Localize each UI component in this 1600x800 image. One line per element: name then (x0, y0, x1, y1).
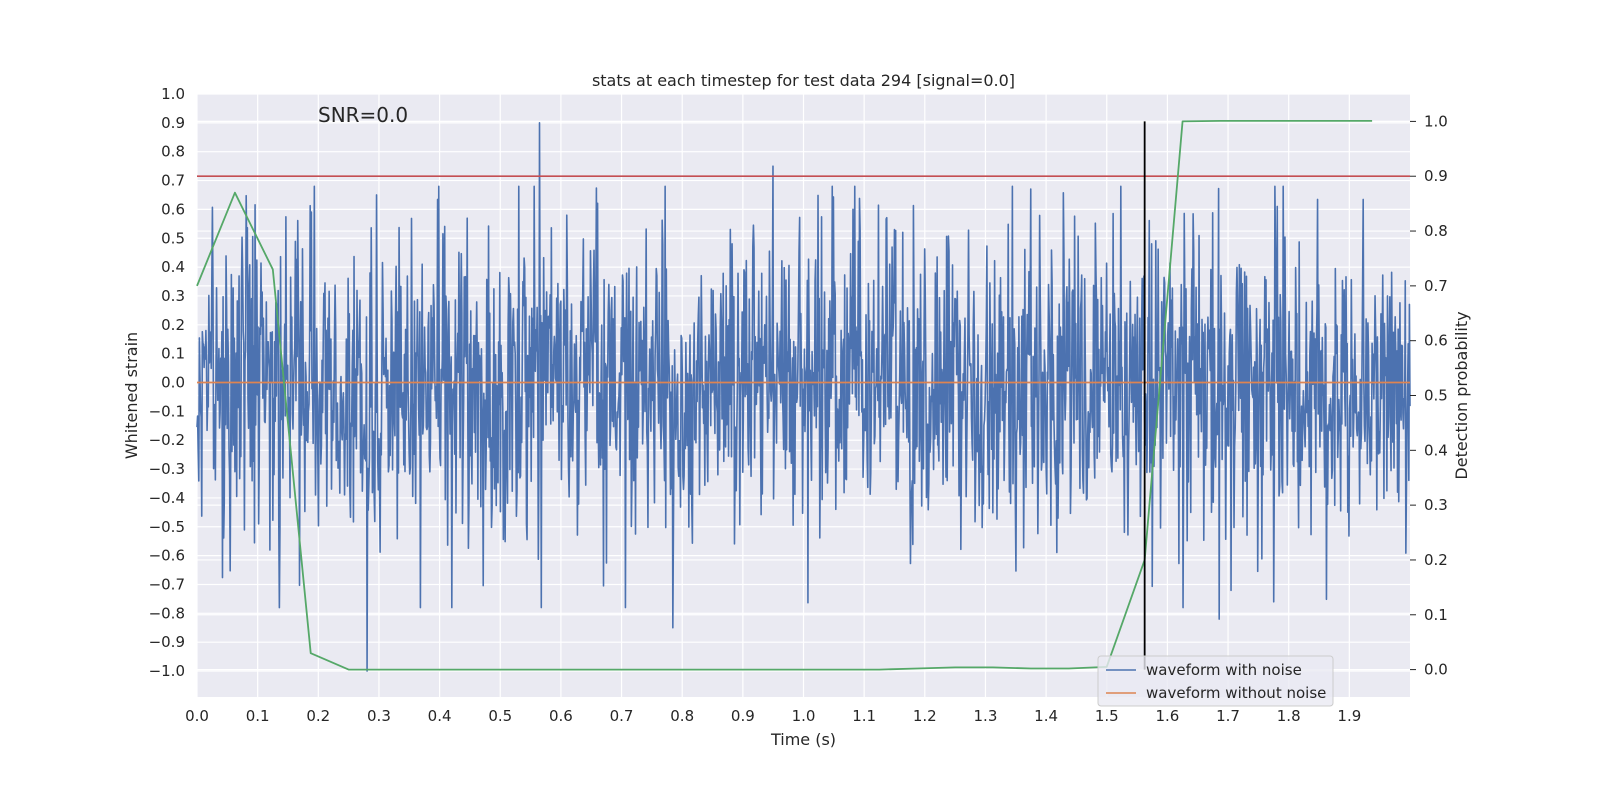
series-detection-probability (196, 119, 1373, 671)
x-axis-ticks: 0.0 0.1 0.2 0.3 0.4 0.5 0.6 0.7 0.8 0.9 1.0 1.1 1.2 1… (185, 707, 1361, 725)
y2-tick-label: 0.1 (1424, 606, 1448, 624)
y-tick-label: 0.5 (161, 229, 185, 247)
y-tick-label: −0.4 (149, 489, 185, 507)
y-tick-label: 0.1 (161, 345, 185, 363)
y2-tick-label: 0.5 (1424, 387, 1448, 405)
snr-annotation: SNR=0.0 (318, 103, 408, 127)
y-tick-label: −0.6 (149, 547, 185, 565)
legend-box (1097, 655, 1334, 707)
y2-axis-label: Detection probability (1452, 311, 1471, 479)
y-tick-label: −0.7 (149, 575, 185, 593)
y-tick-label: 0.4 (161, 258, 185, 276)
x-tick-label: 0.7 (610, 707, 634, 725)
legend: waveform with noise waveform without noi… (1097, 655, 1334, 707)
series-layer (196, 119, 1411, 672)
x-tick-label: 1.0 (792, 707, 816, 725)
x-tick-label: 0.8 (670, 707, 694, 725)
x-tick-label: 0.9 (731, 707, 755, 725)
x-tick-label: 0.2 (306, 707, 330, 725)
legend-entry-waveform-with-noise: waveform with noise (1146, 661, 1302, 679)
x-tick-label: 0.4 (428, 707, 452, 725)
x-tick-label: 1.5 (1095, 707, 1119, 725)
y2-tick-label: 0.3 (1424, 496, 1448, 514)
y2-tick-label: 0.8 (1424, 222, 1448, 240)
chart-title: stats at each timestep for test data 294… (592, 71, 1015, 90)
series-waveform-with-noise (196, 122, 1411, 672)
y-tick-label: 0.0 (161, 374, 185, 392)
y-tick-label: 0.7 (161, 172, 185, 190)
x-tick-label: 1.1 (852, 707, 876, 725)
y-axis-label: Whitened strain (122, 332, 141, 459)
y-tick-label: 0.6 (161, 200, 185, 218)
y-tick-label: 0.2 (161, 316, 185, 334)
y2-tick-label: 0.4 (1424, 441, 1448, 459)
y-tick-label: −0.1 (149, 402, 185, 420)
x-axis-label: Time (s) (770, 730, 836, 749)
y-tick-label: 0.8 (161, 143, 185, 161)
y2-tick-label: 0.9 (1424, 167, 1448, 185)
y2-tick-label: 0.0 (1424, 661, 1448, 679)
y-tick-label: −0.8 (149, 604, 185, 622)
x-tick-label: 1.7 (1216, 707, 1240, 725)
y2-axis-ticks: 1.0 0.9 0.8 0.7 0.6 0.5 0.4 0.3 0.2 0.1 0.0 (1410, 112, 1448, 679)
y-tick-label: 1.0 (161, 85, 185, 103)
y-tick-label: −0.2 (149, 431, 185, 449)
x-tick-label: 1.6 (1155, 707, 1179, 725)
y-tick-label: 0.3 (161, 287, 185, 305)
y-tick-label: −1.0 (149, 662, 185, 680)
y-axis-ticks: 1.0 0.9 0.8 0.7 0.6 0.5 0.4 0.3 0.2 0.1 0.0 −0.1 −0.… (149, 85, 185, 680)
y-tick-label: −0.9 (149, 633, 185, 651)
y-tick-label: 0.9 (161, 114, 185, 132)
x-tick-label: 0.1 (246, 707, 270, 725)
x-tick-label: 1.4 (1034, 707, 1058, 725)
y2-tick-label: 1.0 (1424, 112, 1448, 130)
x-tick-label: 0.0 (185, 707, 209, 725)
x-tick-label: 0.5 (488, 707, 512, 725)
y-tick-label: −0.3 (149, 460, 185, 478)
y2-tick-label: 0.6 (1424, 332, 1448, 350)
x-tick-label: 1.9 (1337, 707, 1361, 725)
x-tick-label: 1.3 (974, 707, 998, 725)
x-tick-label: 1.8 (1277, 707, 1301, 725)
x-tick-label: 0.6 (549, 707, 573, 725)
x-tick-label: 1.2 (913, 707, 937, 725)
legend-entry-waveform-without-noise: waveform without noise (1146, 684, 1326, 702)
y2-tick-label: 0.7 (1424, 277, 1448, 295)
y2-tick-label: 0.2 (1424, 551, 1448, 569)
y-tick-label: −0.5 (149, 518, 185, 536)
x-tick-label: 0.3 (367, 707, 391, 725)
